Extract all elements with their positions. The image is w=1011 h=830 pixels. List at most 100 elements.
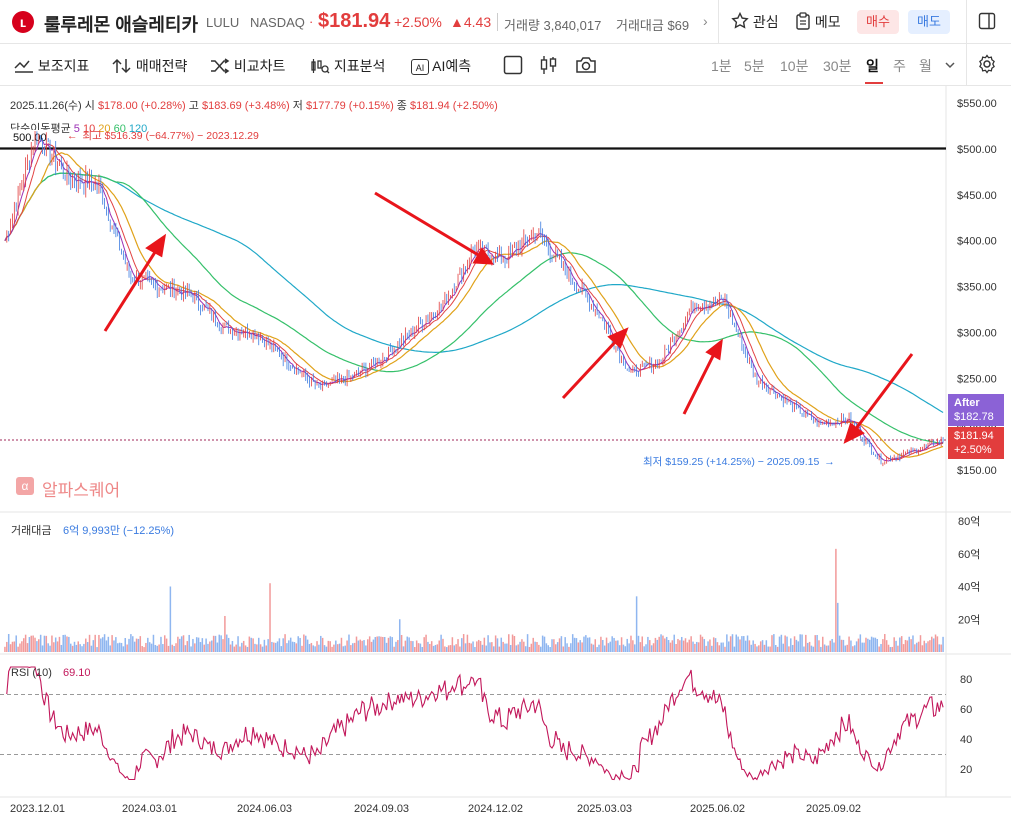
camera-icon [576,57,596,73]
volume-bar [506,643,508,652]
volume-bar [195,637,198,652]
volume-bar [265,645,268,652]
volume-bar [521,639,523,652]
volume-bar [417,643,420,652]
volume-bar [712,637,715,652]
volume-bar [609,641,612,652]
volume-bar [592,644,595,652]
bar-date: 2025.11.26(수) [10,100,82,112]
volume-bar [368,636,371,652]
gear-icon [979,54,995,74]
high-annotation-arrow: ← [67,130,78,142]
time-tick-label: 2024.09.03 [354,803,409,815]
volume-bar [754,643,756,652]
volume-bar [53,642,55,652]
volume-bar [470,643,472,652]
high-value: $183.69 (+3.48%) [201,100,290,112]
volume-bar [570,643,572,652]
volume-bar [38,639,40,652]
volume-bar [729,636,732,652]
volume-bar [385,642,388,652]
time-tick-label: 2024.03.01 [122,803,177,815]
chart-canvas[interactable]: $550.00 $500.00 $450.00 $400.00 $350.00 $300.… [0,86,1011,830]
volume-bar [637,635,640,652]
volume-bar [579,640,581,652]
volume-bar [414,647,416,652]
volume-bar [686,642,689,652]
volume-bar [235,644,237,652]
volume-bar [442,638,444,652]
volume-bar [865,637,867,652]
analysis-button[interactable]: 지표분석 [310,56,385,76]
volume-bar [547,645,550,652]
volume-bar [887,644,890,652]
timeframe-1m[interactable]: 1분 [711,58,732,74]
sell-button[interactable]: 매도 [908,10,950,34]
timeframe-30m[interactable]: 30분 [823,58,852,74]
volume-bar [468,642,471,652]
volume-tick-label: 60억 [958,548,980,561]
chart-type-square-button[interactable] [503,55,523,80]
volume-bar [30,635,33,652]
volume-bar [353,642,356,652]
volume-bar [120,642,123,652]
ohlc-info: 2025.11.26(수) 시 $178.00 (+0.28%) 고 $183.… [10,97,498,113]
volume-bar [660,634,662,652]
watchlist-button[interactable]: 관심 [731,11,779,32]
volume-bar [814,635,816,652]
volume-bar [748,640,751,652]
volume-bar [500,637,503,652]
volume-bar [383,637,386,652]
volume-bar [276,641,279,652]
volume-bar [833,642,835,652]
volume-bar [440,634,442,652]
timeframe-10m[interactable]: 10분 [780,58,809,74]
timeframe-day[interactable]: 일 [866,58,879,74]
last-price-label: $181.94 [954,430,994,442]
volume-bar [466,634,469,652]
volume-bar [889,647,892,652]
volume-bar [28,637,31,652]
compare-button[interactable]: 비교차트 [210,56,285,76]
ai-forecast-button[interactable]: AI AI예측 [411,56,471,76]
volume-bar [530,643,533,652]
volume-bar [308,644,311,652]
strategy-button[interactable]: 매매전략 [112,56,187,76]
volume-bar [737,636,739,652]
volume-bar [519,641,521,652]
volume-bar [837,602,839,652]
timeframe-week[interactable]: 주 [893,58,906,74]
volume-bar [583,636,585,652]
screenshot-button[interactable] [575,55,597,80]
volume-bar [69,643,72,652]
volume-bar [143,647,145,652]
candle-style-button[interactable] [539,55,559,80]
buy-button[interactable]: 매수 [857,10,899,34]
memo-button[interactable]: 메모 [795,12,841,32]
red-arrows [103,191,914,444]
chevron-down-icon[interactable] [944,58,956,76]
volume-bar [169,586,172,652]
timeframe-month[interactable]: 월 [919,58,932,74]
separator-dot: · [309,14,314,29]
volume-bar [568,646,570,652]
volume-bar [130,634,132,652]
volume-bar [11,641,14,652]
indicators-button[interactable]: 보조지표 [14,56,89,76]
timeframe-5m[interactable]: 5분 [744,58,765,74]
volume-bar [126,644,128,652]
settings-button[interactable] [977,54,997,79]
price-tick-label: $250.00 [957,373,997,385]
volume-bar [577,642,580,652]
ma20-line [4,152,944,458]
sidebar-toggle-button[interactable] [978,12,996,35]
arrow-up-1 [103,248,159,332]
volume-bar [321,637,324,652]
chevron-right-icon[interactable]: › [703,13,708,29]
volume-bar [34,637,36,652]
volume-bar [709,639,711,652]
volume-bar [596,647,598,652]
volume-bar [782,643,785,652]
volume-bar [784,635,786,652]
volume-bar [192,638,194,652]
